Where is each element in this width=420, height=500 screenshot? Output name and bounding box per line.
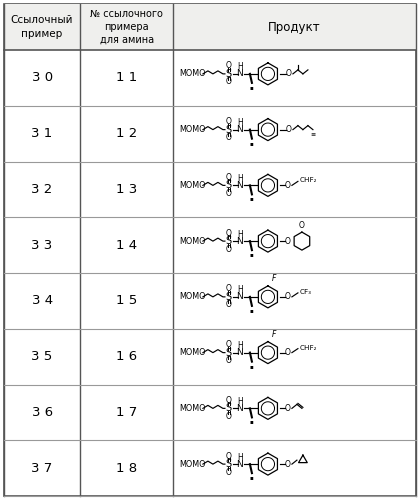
Text: MOMO: MOMO (179, 460, 205, 468)
Text: N: N (236, 460, 243, 468)
Text: 3 3: 3 3 (32, 238, 53, 252)
Text: N: N (236, 292, 243, 302)
Text: O: O (226, 228, 232, 237)
Text: ▪: ▪ (249, 420, 253, 424)
Text: N: N (236, 181, 243, 190)
Text: O: O (286, 125, 292, 134)
Text: ▪: ▪ (249, 196, 253, 202)
Text: F: F (272, 274, 276, 283)
Text: H: H (237, 452, 243, 462)
Text: 1 3: 1 3 (116, 183, 137, 196)
Text: O: O (285, 460, 291, 468)
Text: 3 7: 3 7 (32, 462, 53, 474)
Text: O: O (226, 133, 232, 142)
Text: 1 4: 1 4 (116, 238, 137, 252)
Text: N: N (236, 125, 243, 134)
Text: O: O (285, 236, 291, 246)
Text: N: N (236, 70, 243, 78)
Text: № ссылочного
примера
для амина: № ссылочного примера для амина (90, 9, 163, 45)
Text: O: O (226, 468, 232, 476)
Text: O: O (285, 404, 291, 413)
Text: H: H (237, 62, 243, 72)
Text: H: H (237, 397, 243, 406)
Text: ≡: ≡ (310, 132, 315, 136)
Text: O: O (226, 117, 232, 126)
Text: MOMO: MOMO (179, 292, 205, 302)
Text: O: O (285, 348, 291, 357)
Text: 3 6: 3 6 (32, 406, 52, 419)
Text: 1 6: 1 6 (116, 350, 137, 363)
Text: S: S (226, 180, 232, 190)
Text: H: H (237, 174, 243, 183)
Text: O: O (226, 78, 232, 86)
Text: H: H (237, 341, 243, 350)
Text: O: O (226, 340, 232, 349)
Text: N: N (236, 404, 243, 413)
Text: O: O (226, 62, 232, 70)
Text: S: S (226, 69, 232, 79)
Text: 3 2: 3 2 (32, 183, 53, 196)
Text: ▪: ▪ (249, 364, 253, 368)
Text: MOMO: MOMO (179, 70, 205, 78)
Text: 1 1: 1 1 (116, 72, 137, 85)
Text: O: O (226, 396, 232, 405)
Text: Продукт: Продукт (268, 20, 321, 34)
Text: 3 0: 3 0 (32, 72, 52, 85)
Text: 3 5: 3 5 (32, 350, 53, 363)
Text: H: H (237, 286, 243, 294)
Text: S: S (226, 404, 232, 413)
Text: O: O (226, 356, 232, 365)
Text: MOMO: MOMO (179, 181, 205, 190)
Text: MOMO: MOMO (179, 125, 205, 134)
Text: O: O (226, 300, 232, 310)
Text: CHF₂: CHF₂ (300, 344, 318, 350)
Text: 1 5: 1 5 (116, 294, 137, 308)
Bar (4, 4, 416, 50)
Text: S: S (226, 124, 232, 134)
Text: 1 8: 1 8 (116, 462, 137, 474)
Text: S: S (226, 292, 232, 302)
Text: H: H (237, 230, 243, 238)
Text: O: O (226, 412, 232, 421)
Text: CF₃: CF₃ (300, 289, 312, 295)
Text: ▪: ▪ (249, 475, 253, 480)
Text: O: O (226, 452, 232, 460)
Text: O: O (226, 244, 232, 254)
Text: S: S (226, 236, 232, 246)
Text: ▪: ▪ (249, 252, 253, 257)
Text: 1 7: 1 7 (116, 406, 137, 419)
Text: ▪: ▪ (249, 85, 253, 90)
Text: MOMO: MOMO (179, 404, 205, 413)
Text: 3 1: 3 1 (32, 127, 53, 140)
Text: MOMO: MOMO (179, 236, 205, 246)
Text: N: N (236, 236, 243, 246)
Text: ▪: ▪ (249, 140, 253, 145)
Text: Ссылочный
пример: Ссылочный пример (11, 16, 74, 38)
Text: O: O (285, 181, 291, 190)
Text: 3 4: 3 4 (32, 294, 52, 308)
Text: O: O (226, 173, 232, 182)
Text: N: N (236, 348, 243, 357)
Text: MOMO: MOMO (179, 348, 205, 357)
Text: O: O (299, 221, 305, 230)
Text: O: O (285, 292, 291, 302)
Text: F: F (272, 330, 276, 338)
Text: S: S (226, 348, 232, 358)
Text: S: S (226, 459, 232, 469)
Text: ▪: ▪ (249, 308, 253, 313)
Text: 1 2: 1 2 (116, 127, 137, 140)
Text: CHF₂: CHF₂ (300, 178, 318, 184)
Text: O: O (226, 284, 232, 294)
Text: O: O (286, 70, 292, 78)
Text: O: O (226, 189, 232, 198)
Text: H: H (237, 118, 243, 127)
